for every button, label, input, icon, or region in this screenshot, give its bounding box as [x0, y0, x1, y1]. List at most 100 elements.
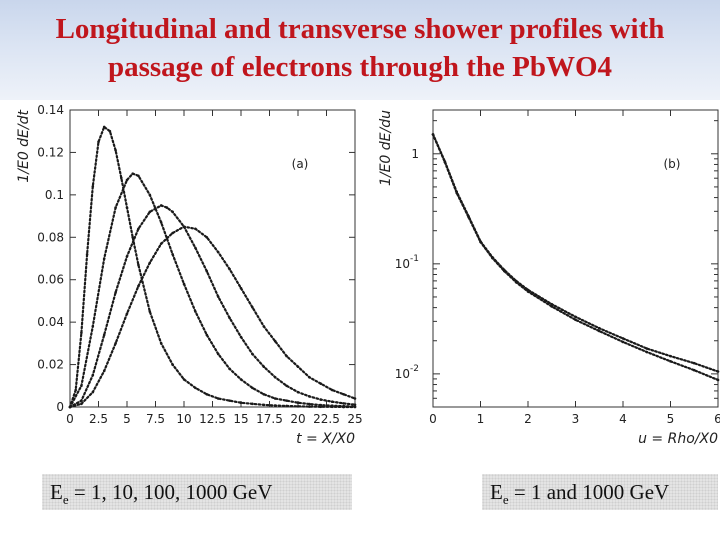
data-point: [228, 267, 231, 271]
data-point: [171, 210, 174, 214]
y-tick-label: 0.1: [45, 188, 64, 202]
data-point: [80, 384, 83, 388]
y-tick-label: 0.08: [37, 230, 64, 244]
data-point: [262, 392, 266, 396]
data-point: [526, 290, 530, 293]
series-profile-line: [68, 172, 357, 409]
data-point: [330, 400, 334, 403]
series-profile-line: [68, 204, 357, 409]
data-point: [125, 178, 129, 182]
data-point: [102, 257, 106, 260]
data-point: [308, 402, 311, 406]
caption-left-prefix: E: [50, 480, 63, 504]
data-point: [120, 176, 123, 180]
x-tick-label: 15: [233, 412, 248, 426]
data-point: [131, 235, 134, 239]
x-tick-label: 2: [524, 412, 532, 426]
data-point: [159, 342, 163, 345]
data-point: [308, 376, 311, 379]
data-point: [216, 352, 220, 356]
data-point: [137, 263, 140, 267]
data-point: [80, 402, 83, 406]
data-point: [228, 399, 231, 402]
data-point: [330, 388, 334, 392]
x-tick-label: 12.5: [199, 412, 226, 426]
data-point: [621, 340, 625, 344]
data-point: [205, 333, 209, 337]
data-point: [251, 402, 254, 406]
data-point: [296, 401, 300, 405]
x-tick-label: 4: [619, 412, 627, 426]
data-point: [273, 397, 277, 400]
data-point: [159, 204, 163, 207]
data-point: [692, 361, 696, 365]
data-point: [216, 397, 220, 400]
data-point: [621, 337, 625, 340]
data-point: [285, 404, 288, 408]
data-point: [479, 240, 482, 244]
x-tick-label: 6: [714, 412, 720, 426]
x-tick-label: 0: [429, 412, 437, 426]
y-tick-label: 1: [411, 147, 419, 161]
caption-longitudinal-energies: Ee = 1, 10, 100, 1000 GeV: [42, 474, 352, 510]
data-point: [159, 221, 163, 224]
x-tick-label: 25: [347, 412, 362, 426]
data-point: [262, 365, 266, 368]
x-tick-label: 0: [66, 412, 74, 426]
data-point: [467, 215, 470, 219]
caption-left-sub: e: [62, 492, 69, 508]
caption-transverse-energies: Ee = 1 and 1000 GeV: [482, 474, 718, 510]
series-profile-line: [68, 125, 357, 409]
data-point: [114, 149, 117, 152]
data-point: [262, 325, 266, 328]
caption-right-prefix: E: [490, 480, 503, 504]
data-point: [74, 388, 77, 392]
y-tick-exponent: -2: [410, 364, 419, 374]
x-tick-label: 17.5: [256, 412, 283, 426]
x-tick-label: 22.5: [313, 412, 340, 426]
data-point: [182, 225, 186, 228]
data-point: [171, 252, 174, 256]
x-tick-label: 10: [176, 412, 191, 426]
x-tick-label: 2.5: [89, 412, 108, 426]
data-point: [431, 133, 435, 136]
data-point: [669, 354, 672, 358]
data-point: [131, 172, 134, 175]
x-axis-label: t = X/X0: [296, 431, 355, 447]
y-tick-label: 0: [56, 400, 64, 414]
data-point: [114, 342, 117, 345]
y-tick-exponent: -1: [410, 254, 419, 264]
y-axis-label: 1/E0 dE/du: [378, 110, 394, 186]
data-point: [91, 373, 95, 377]
data-point: [114, 206, 117, 209]
title-line-2: passage of electrons through the PbWO4: [107, 51, 613, 83]
data-point: [239, 378, 243, 381]
data-point: [182, 282, 186, 286]
data-point: [353, 405, 357, 408]
data-point: [125, 255, 129, 258]
data-point: [137, 227, 140, 231]
y-tick-label: 0.14: [37, 103, 64, 117]
x-tick-label: 1: [477, 412, 485, 426]
data-point: [597, 326, 601, 330]
data-point: [514, 280, 518, 284]
data-point: [353, 397, 357, 400]
panel-label-b: (b): [664, 157, 681, 171]
series-profile-line: [431, 133, 720, 382]
data-point: [182, 378, 186, 381]
y-tick-label: 10-1: [395, 254, 419, 271]
data-point: [308, 395, 311, 398]
x-tick-label: 5: [667, 412, 675, 426]
series-profile-line: [68, 225, 357, 409]
data-point: [205, 235, 209, 239]
data-point: [102, 369, 106, 373]
plot-frame: [69, 109, 356, 408]
y-tick-base: 10: [395, 257, 410, 271]
data-point: [125, 312, 129, 315]
data-point: [285, 399, 288, 402]
data-point: [597, 329, 601, 333]
data-point: [251, 352, 254, 356]
data-point: [125, 206, 129, 209]
data-point: [342, 402, 345, 405]
